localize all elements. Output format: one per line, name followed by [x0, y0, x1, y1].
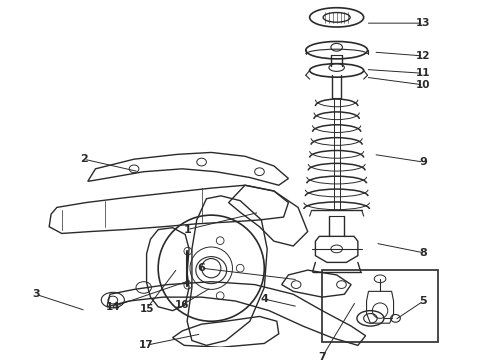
Text: 13: 13 [416, 18, 431, 28]
Text: 6: 6 [197, 263, 205, 273]
Text: 5: 5 [419, 296, 427, 306]
Text: 7: 7 [318, 352, 326, 360]
Text: 17: 17 [138, 340, 153, 350]
Text: 15: 15 [139, 304, 154, 314]
Text: 1: 1 [183, 225, 191, 235]
Text: 4: 4 [260, 294, 268, 304]
Text: 9: 9 [419, 157, 427, 167]
Text: 2: 2 [80, 154, 88, 164]
Text: 10: 10 [416, 80, 431, 90]
Text: 11: 11 [416, 68, 431, 78]
Text: 8: 8 [419, 248, 427, 258]
Text: 12: 12 [416, 51, 431, 61]
Text: 14: 14 [105, 302, 120, 312]
Text: 16: 16 [175, 300, 190, 310]
Bar [322, 270, 438, 342]
Text: 3: 3 [32, 289, 40, 299]
